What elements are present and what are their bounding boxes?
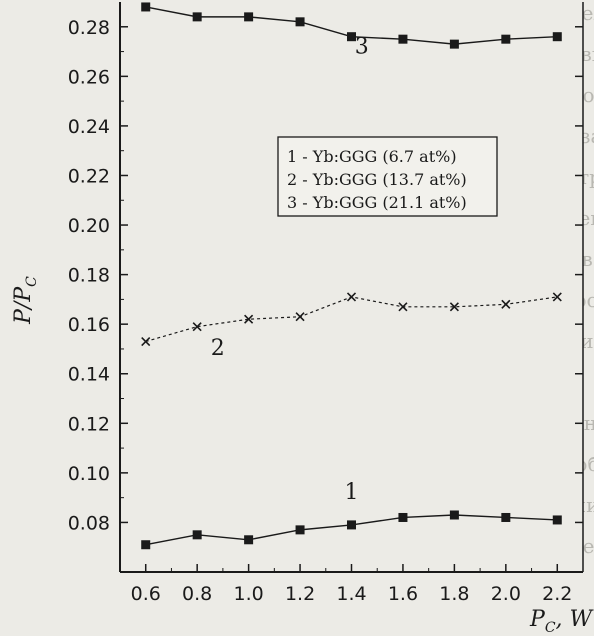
legend-entry: 3 - Yb:GGG (21.1 at%) xyxy=(287,193,467,212)
x-tick-label: 1.0 xyxy=(234,583,264,605)
y-tick-label: 0.24 xyxy=(68,116,110,138)
y-axis-title: P/PC xyxy=(11,276,40,325)
x-tick-label: 2.2 xyxy=(542,583,572,605)
curve-label-2: 2 xyxy=(211,336,225,361)
data-point xyxy=(398,512,408,522)
data-point xyxy=(141,540,151,550)
y-tick-label: 0.20 xyxy=(68,215,110,237)
x-tick-label: 1.8 xyxy=(439,583,469,605)
data-point xyxy=(192,322,202,332)
curve-label-1: 1 xyxy=(345,480,359,505)
data-point xyxy=(552,32,562,42)
y-tick-label: 0.22 xyxy=(68,165,110,187)
data-point xyxy=(398,302,408,312)
data-point xyxy=(449,302,459,312)
data-point xyxy=(141,2,151,12)
data-point xyxy=(295,312,305,322)
series-3 xyxy=(141,2,562,49)
data-point xyxy=(398,34,408,44)
plot-area xyxy=(120,2,583,572)
y-tick-label: 0.14 xyxy=(68,364,110,386)
series-1 xyxy=(141,510,562,550)
data-point xyxy=(192,12,202,22)
data-point xyxy=(501,34,511,44)
series-layer xyxy=(141,2,562,550)
data-point xyxy=(346,292,357,302)
data-point xyxy=(449,39,459,49)
x-tick-label: 2.0 xyxy=(491,583,521,605)
data-point xyxy=(347,32,356,42)
legend-box xyxy=(277,136,498,217)
data-point xyxy=(192,530,202,540)
x-tick-label: 1.2 xyxy=(285,583,315,605)
data-point xyxy=(347,520,356,530)
x-tick-label: 0.8 xyxy=(182,583,212,605)
y-tick-label: 0.16 xyxy=(68,314,110,336)
data-point xyxy=(501,512,511,522)
x-axis-title: PC, W xyxy=(529,607,594,636)
axes: 0.08 0.10 0.12 0.14 0.16 0.18 0.20 0.22 0.24 0.26… xyxy=(68,2,584,605)
data-point xyxy=(449,510,459,520)
y-tick-label: 0.28 xyxy=(68,17,110,39)
x-tick-label: 0.6 xyxy=(131,583,161,605)
y-tick-label: 0.12 xyxy=(68,413,110,435)
y-tick-label: 0.26 xyxy=(68,66,110,88)
axis-titles: P/PC PC, W xyxy=(11,276,594,636)
y-tick-label: 0.18 xyxy=(68,265,110,287)
series-2 xyxy=(141,292,562,347)
data-point xyxy=(552,515,562,525)
y-tick-label: 0.08 xyxy=(68,512,110,534)
data-point xyxy=(295,525,305,535)
data-point xyxy=(244,314,254,324)
data-point xyxy=(501,299,511,309)
x-tick-label: 1.6 xyxy=(388,583,418,605)
curve-label-3: 3 xyxy=(355,35,369,60)
plot-background xyxy=(120,2,583,572)
legend-entry: 2 - Yb:GGG (13.7 at%) xyxy=(287,170,467,189)
data-point xyxy=(244,535,254,545)
data-point xyxy=(295,17,305,27)
x-tick-label: 1.4 xyxy=(336,583,366,605)
legend-entry: 1 - Yb:GGG (6.7 at%) xyxy=(287,147,457,166)
data-point xyxy=(141,336,151,347)
data-point xyxy=(244,12,254,22)
curve-annotations: 1 2 3 xyxy=(211,35,369,505)
data-point xyxy=(552,292,562,302)
y-tick-label: 0.10 xyxy=(68,463,110,485)
legend: 1 - Yb:GGG (6.7 at%) 2 - Yb:GGG (13.7 at%… xyxy=(277,136,498,217)
